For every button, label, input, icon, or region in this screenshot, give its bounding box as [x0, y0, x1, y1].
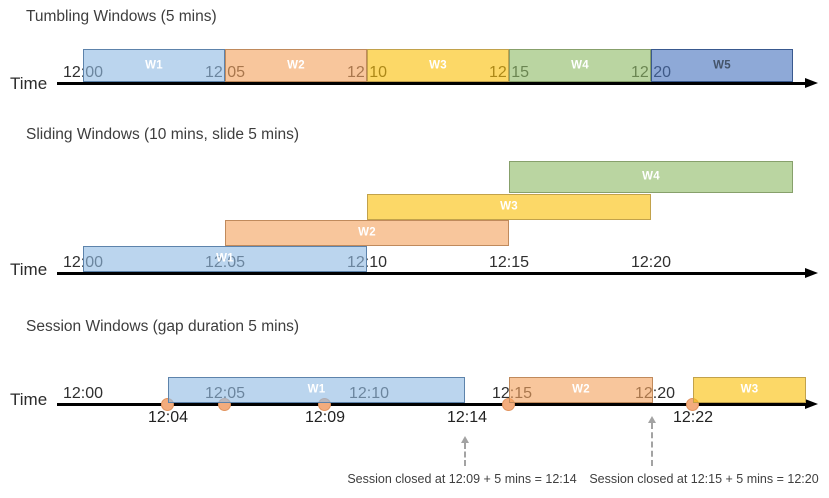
window-label: W1	[307, 383, 326, 396]
window-w4-section2: W4	[509, 161, 793, 193]
section-title-tumbling: Tumbling Windows (5 mins)	[26, 8, 217, 25]
event-time-label: 12:22	[672, 409, 714, 426]
window-label: W2	[287, 59, 305, 72]
dashed-arrowhead-icon	[460, 436, 469, 443]
window-w3-section2: W3	[367, 194, 651, 220]
dashed-arrow-line	[651, 423, 653, 466]
window-label: W3	[500, 200, 518, 213]
time-axis-sliding	[57, 272, 806, 275]
event-time-label: 12:09	[304, 409, 346, 426]
time-axis-label-sliding: Time	[10, 260, 48, 279]
time-axis-label-tumbling: Time	[10, 74, 48, 93]
time-axis-label-session: Time	[10, 390, 48, 409]
session-closed-annotation-2: Session closed at 12:15 + 5 mins = 12:20	[589, 472, 819, 486]
window-w3-section1: W3	[367, 49, 509, 82]
axis-tick-label: 12:00	[62, 385, 104, 402]
window-label: W4	[642, 170, 660, 183]
window-w2-section3: W2	[509, 377, 653, 403]
window-w4-section1: W4	[509, 49, 651, 82]
axis-arrowhead-icon	[805, 268, 818, 278]
window-label: W5	[713, 59, 731, 72]
axis-arrowhead-icon	[805, 399, 818, 409]
section-title-sliding: Sliding Windows (10 mins, slide 5 mins)	[26, 126, 300, 143]
window-label: W1	[216, 252, 234, 265]
time-axis-session	[57, 403, 806, 406]
axis-arrowhead-icon	[805, 78, 818, 88]
window-w1-section3: W1	[168, 377, 465, 403]
window-label: W2	[572, 383, 590, 396]
time-axis-tumbling	[57, 82, 806, 85]
axis-tick-label: 12:20	[630, 254, 672, 271]
session-closed-annotation-1: Session closed at 12:09 + 5 mins = 12:14	[347, 472, 577, 486]
window-w1-section2: W1	[83, 246, 367, 272]
window-w2-section2: W2	[225, 220, 509, 246]
axis-tick-label: 12:15	[488, 254, 530, 271]
window-w2-section1: W2	[225, 49, 367, 82]
section-title-session: Session Windows (gap duration 5 mins)	[26, 318, 300, 335]
window-label: W2	[358, 226, 376, 239]
window-w1-section1: W1	[83, 49, 225, 82]
event-time-label: 12:14	[446, 409, 488, 426]
window-label: W4	[571, 59, 589, 72]
dashed-arrowhead-icon	[647, 416, 656, 423]
window-label: W1	[145, 59, 163, 72]
dashed-arrow-line	[464, 443, 466, 466]
window-w3-section3: W3	[693, 377, 806, 403]
window-label: W3	[429, 59, 447, 72]
window-label: W3	[740, 383, 759, 396]
event-time-label: 12:04	[147, 409, 189, 426]
window-w5-section1: W5	[651, 49, 793, 82]
